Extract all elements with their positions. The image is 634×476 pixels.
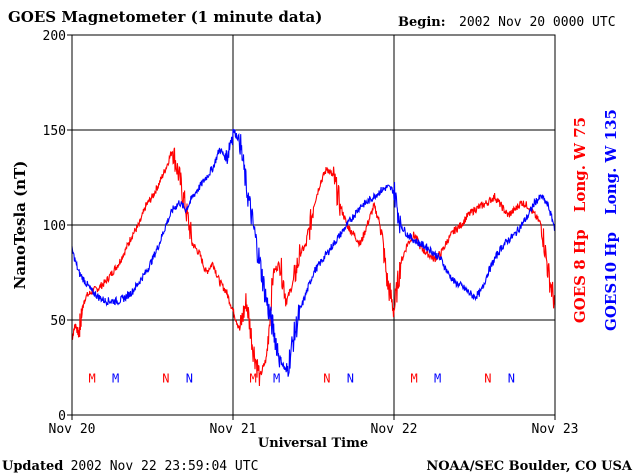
svg-text:GOES10 Hp Long. W 135: GOES10 Hp Long. W 135 [602,109,620,331]
footer-credit: NOAA/SEC Boulder, CO USA [426,459,633,474]
begin-value: 2002 Nov 20 0000 UTC [459,15,616,30]
y-tick-label: 100 [43,219,66,234]
series-layer [71,128,556,387]
marker-label: M [112,372,119,386]
footer-updated-value: 2002 Nov 22 23:59:04 UTC [71,459,259,474]
marker-label: N [162,372,169,386]
series-line-0 [71,147,556,387]
x-tick-label: Nov 22 [371,422,418,437]
x-axis-ticks: Nov 20 Nov 21 Nov 22 Nov 23 [49,415,579,437]
marker-label: M [250,372,257,386]
y-axis-ticks: 0 50 100 150 200 [43,29,72,424]
marker-label: N [186,372,193,386]
marker-label: M [411,372,418,386]
marker-label: M [89,372,96,386]
x-axis-label: Universal Time [258,436,368,451]
legend-goes8: GOES 8 Hp Long. W 75 [571,117,589,323]
legend-goes10: GOES10 Hp Long. W 135 [602,109,620,331]
footer-updated-label: Updated [2,459,63,474]
x-tick-label: Nov 20 [49,422,96,437]
marker-label: M [434,372,441,386]
x-tick-label: Nov 23 [532,422,579,437]
series-line-1 [71,128,556,377]
footer-updated: Updated 2002 Nov 22 23:59:04 UTC [2,458,258,474]
marker-label: N [323,372,330,386]
legend-goes10-name: GOES10 Hp [602,232,620,331]
legend-goes10-long: Long. W 135 [602,109,620,215]
y-tick-label: 50 [50,314,66,329]
svg-text:GOES 8 Hp Long. W 75: GOES 8 Hp Long. W 75 [571,117,589,323]
chart-title: GOES Magnetometer (1 minute data) [8,8,322,26]
y-tick-label: 200 [43,29,66,44]
x-tick-label: Nov 21 [210,422,257,437]
begin-label: Begin: [398,15,446,30]
y-tick-label: 150 [43,124,66,139]
legend-goes8-long: Long. W 75 [571,117,589,212]
marker-label: N [508,372,515,386]
marker-label: M [273,372,280,386]
marker-label: N [347,372,354,386]
y-axis-label: NanoTesla (nT) [11,161,29,290]
legend-goes8-name: GOES 8 Hp [571,229,589,323]
grid [72,35,555,415]
y-tick-label: 0 [58,409,66,424]
marker-label: N [484,372,491,386]
